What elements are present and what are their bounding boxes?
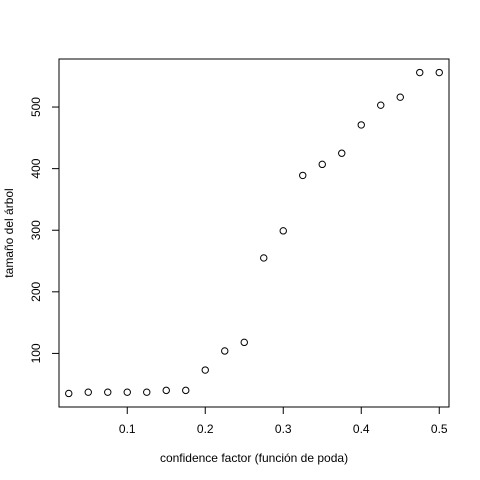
data-point: [143, 388, 151, 396]
x-axis: 0.1 0.2 0.3 0.4 0.5: [119, 406, 448, 436]
data-point: [221, 347, 229, 355]
data-point: [435, 68, 443, 77]
x-tick-label: 0.1: [119, 422, 136, 436]
data-point: [162, 386, 170, 395]
x-tick-label: 0.2: [197, 422, 214, 436]
data-point: [123, 388, 131, 396]
x-axis-label: confidence factor (función de poda): [160, 451, 348, 465]
data-point: [65, 389, 73, 398]
y-tick-label: 400: [29, 158, 43, 178]
data-point: [182, 386, 190, 395]
y-tick-label: 200: [29, 281, 43, 301]
y-tick-label: 500: [29, 97, 43, 117]
y-axis: 100 200 300 400 500: [29, 97, 60, 363]
data-point: [357, 121, 365, 129]
data-point: [318, 160, 326, 169]
data-point: [377, 101, 385, 109]
data-point: [416, 68, 424, 77]
x-tick-label: 0.3: [275, 422, 292, 436]
data-point: [104, 388, 112, 396]
data-point: [396, 93, 404, 101]
data-point: [338, 149, 346, 157]
plot-area-border: [58, 58, 450, 408]
data-point: [279, 227, 287, 235]
y-tick-label: 300: [29, 220, 43, 240]
y-tick-label: 100: [29, 343, 43, 363]
data-point: [201, 366, 209, 374]
y-axis-label: tamaño del árbol: [2, 188, 16, 277]
data-points: [65, 68, 443, 398]
x-tick-label: 0.4: [353, 422, 370, 436]
x-tick-label: 0.5: [431, 422, 448, 436]
data-point: [260, 254, 268, 262]
data-point: [84, 388, 92, 396]
data-point: [240, 338, 248, 347]
data-point: [299, 171, 307, 180]
